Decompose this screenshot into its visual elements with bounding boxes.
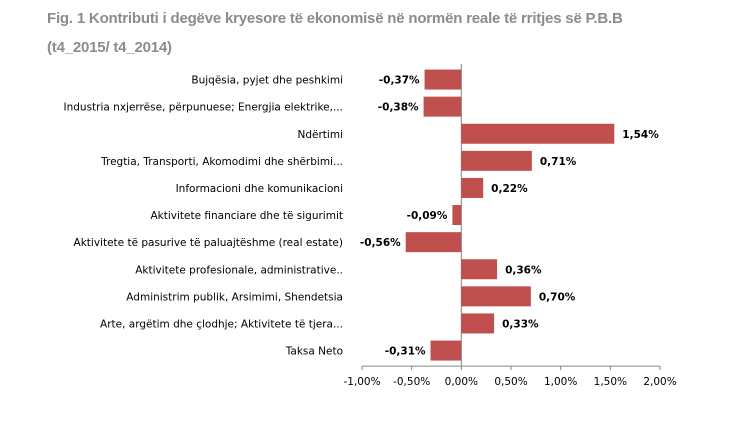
category-label: Ndërtimi [298, 129, 343, 141]
category-label: Aktivitete profesionale, administrative.… [135, 264, 343, 276]
data-label: 0,33% [502, 318, 539, 330]
category-label: Arte, argëtim dhe çlodhje; Aktivitete të… [100, 318, 343, 330]
bar [405, 232, 462, 253]
bar [430, 340, 462, 361]
bar [452, 205, 462, 226]
bar [423, 96, 462, 117]
x-tick-label: 0,00% [445, 376, 478, 388]
bar [461, 123, 615, 144]
data-label: -0,31% [385, 346, 426, 358]
data-label: -0,37% [379, 75, 420, 87]
category-label: Aktivitete financiare dhe të sigurimit [150, 210, 343, 222]
chart-subtitle: (t4_2015/ t4_2014) [47, 39, 172, 56]
data-label: 0,36% [505, 264, 542, 276]
data-label: 0,22% [491, 183, 528, 195]
data-label: 0,71% [540, 156, 577, 168]
bar [461, 259, 498, 280]
x-tick-label: -0,50% [393, 376, 430, 388]
x-tick-label: 1,50% [594, 376, 627, 388]
bar [461, 313, 495, 334]
data-label: -0,09% [407, 210, 448, 222]
x-tick-label: -1,00% [343, 376, 380, 388]
category-label: Bujqësia, pyjet dhe peshkimi [191, 75, 343, 87]
x-tick-label: 1,00% [544, 376, 577, 388]
data-label: -0,56% [360, 237, 401, 249]
category-label: Administrim publik, Arsimimi, Shendetsia [126, 291, 343, 303]
data-label: 1,54% [622, 129, 659, 141]
category-label: Aktivitete të pasurive të paluajtëshme (… [74, 237, 343, 249]
x-tick-label: 2,00% [643, 376, 676, 388]
data-label: 0,70% [539, 291, 576, 303]
category-label: Taksa Neto [285, 346, 343, 358]
x-tick-label: 0,50% [494, 376, 527, 388]
bar [461, 177, 484, 198]
bar [461, 286, 531, 307]
chart-title: Fig. 1 Kontributi i degëve kryesore të e… [47, 10, 623, 27]
bar [461, 150, 532, 171]
bar [424, 69, 462, 90]
category-label: Industria nxjerrëse, përpunuese; Energji… [64, 102, 343, 114]
data-label: -0,38% [378, 102, 419, 114]
category-label: Informacioni dhe komunikacioni [176, 183, 343, 195]
category-label: Tregtia, Transporti, Akomodimi dhe shërb… [100, 156, 343, 168]
